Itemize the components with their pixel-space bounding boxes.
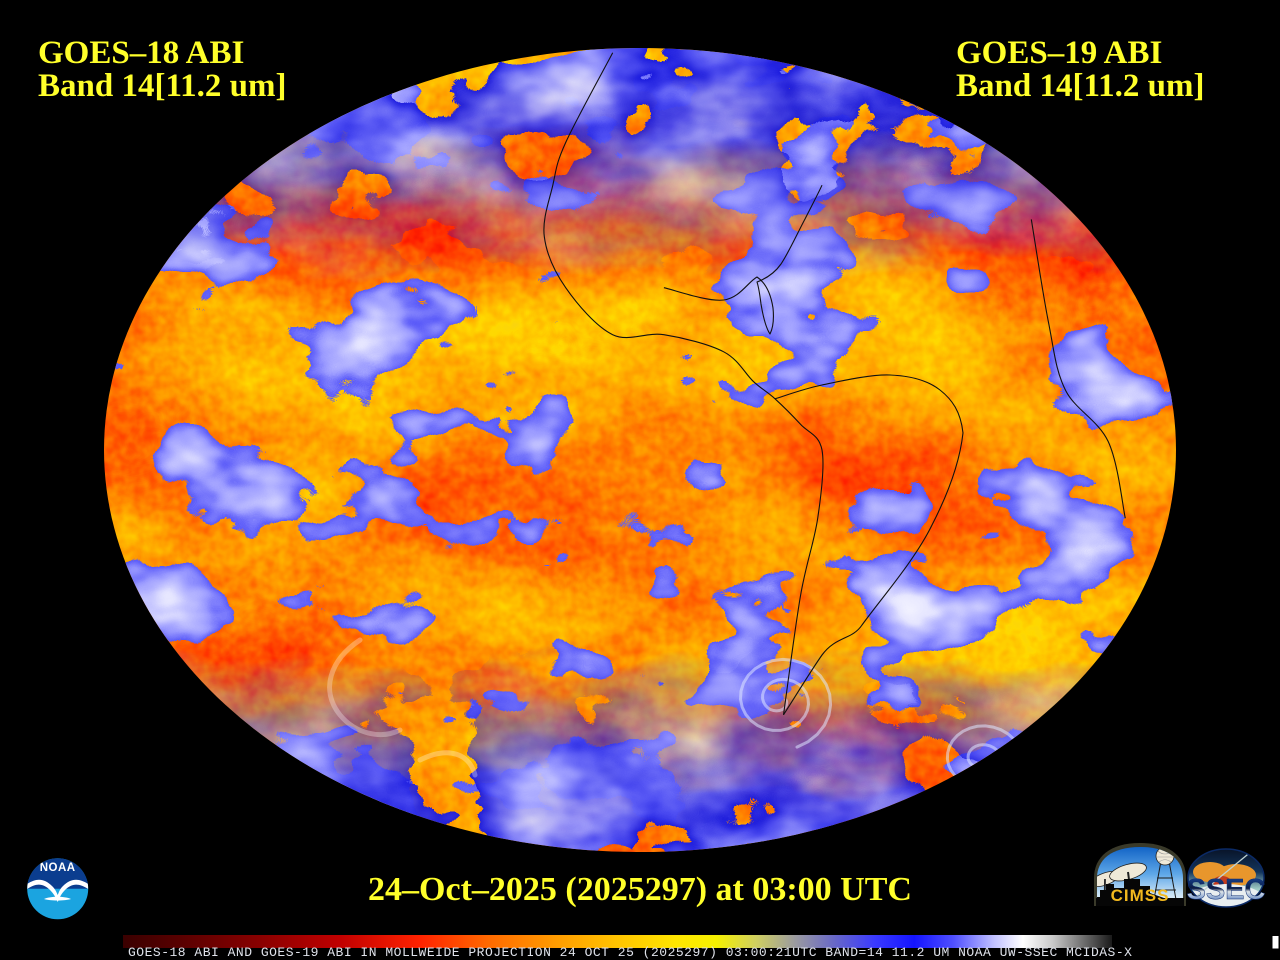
- svg-text:24–Oct–2025 (2025297) at 03:00: 24–Oct–2025 (2025297) at 03:00 UTC: [368, 871, 912, 908]
- svg-text:CIMSS: CIMSS: [1111, 886, 1170, 905]
- svg-text:Band 14[11.2 um]: Band 14[11.2 um]: [38, 68, 286, 104]
- svg-text:NOAA: NOAA: [40, 862, 76, 874]
- svg-text:SSEC: SSEC: [1187, 874, 1266, 906]
- svg-text:Band 14[11.2 um]: Band 14[11.2 um]: [956, 68, 1204, 104]
- svg-text:GOES-18 ABI AND GOES-19 ABI IN: GOES-18 ABI AND GOES-19 ABI IN MOLLWEIDE…: [128, 945, 1132, 960]
- svg-text:GOES–19 ABI: GOES–19 ABI: [956, 35, 1162, 71]
- svg-text:GOES–18 ABI: GOES–18 ABI: [38, 35, 244, 71]
